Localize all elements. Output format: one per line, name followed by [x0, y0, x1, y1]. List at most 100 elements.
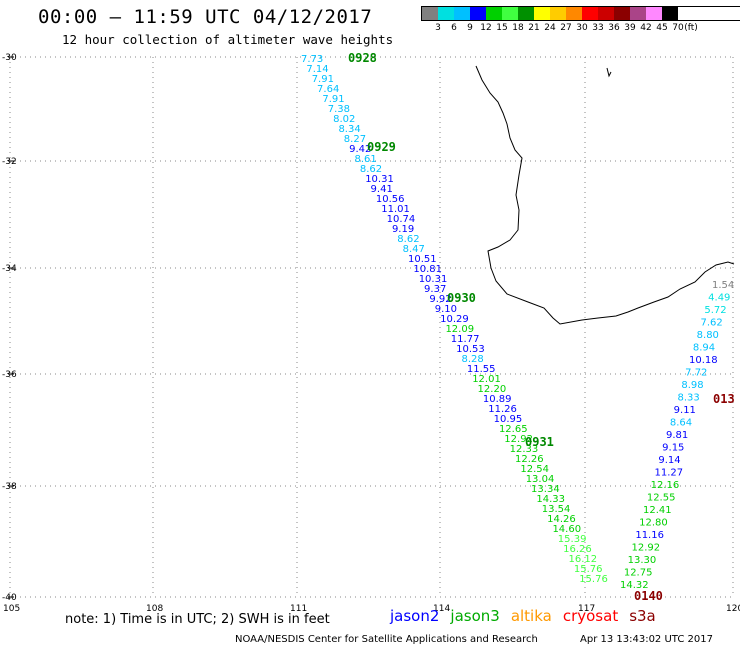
wave-height-measurement: 13.34: [531, 484, 560, 495]
pass-time-label: 0930: [447, 291, 476, 305]
legend-swatch: [646, 7, 662, 20]
wave-height-measurement: 9.92: [429, 294, 451, 305]
wave-height-measurement: 11.27: [655, 468, 684, 479]
satellite-jason2: jason2: [390, 607, 440, 625]
wave-height-measurement: 12.92: [632, 543, 661, 554]
wave-height-measurement: 12.92: [504, 434, 533, 445]
wave-height-measurement: 10.74: [387, 214, 416, 225]
legend-label: 45: [656, 23, 668, 33]
legend-label: 6: [451, 23, 457, 33]
wave-height-measurement: 11.01: [381, 204, 410, 215]
wave-height-measurement: 10.56: [376, 194, 405, 205]
legend-label: 15: [496, 23, 508, 33]
wave-height-measurement: 12.33: [510, 444, 539, 455]
pass-time-label: 013: [713, 392, 735, 406]
legend-label: 30: [576, 23, 588, 33]
wave-height-measurement: 15.76: [574, 564, 603, 575]
wave-height-measurement: 12.80: [639, 518, 668, 529]
latitude-label: -38: [2, 482, 17, 492]
wave-height-measurement: 9.11: [674, 405, 696, 416]
wave-height-measurement: 12.09: [445, 324, 474, 335]
wave-height-measurement: 12.01: [472, 374, 501, 385]
pass-time-label: 0140: [634, 589, 663, 603]
australia-coastline: [475, 65, 735, 325]
wave-height-measurement: 14.26: [547, 514, 576, 525]
wave-height-measurement: 10.29: [440, 314, 469, 325]
australia-southwest-coast: [475, 65, 735, 325]
wave-height-measurement: 9.37: [424, 284, 446, 295]
legend-label: 70: [672, 23, 684, 33]
legend-swatch: [534, 7, 550, 20]
legend-label: 12: [480, 23, 492, 33]
pass-time-label: 0928: [348, 51, 377, 65]
wave-height-measurement: 10.31: [365, 174, 394, 185]
wave-height-measurement: 13.30: [628, 555, 657, 566]
wave-height-measurement: 12.26: [515, 454, 544, 465]
wave-height-measurement: 13.04: [526, 474, 555, 485]
wave-height-measurement: 8.98: [681, 380, 703, 391]
wave-height-measurement: 15.39: [558, 534, 587, 545]
wave-height-measurement: 14.33: [536, 494, 565, 505]
latitude-label: -36: [2, 370, 17, 380]
longitude-label: 111: [290, 604, 307, 614]
legend-label: 42: [640, 23, 652, 33]
wave-height-measurement: 11.55: [467, 364, 496, 375]
note-text: note: 1) Time is in UTC; 2) SWH is in fe…: [65, 612, 330, 627]
wave-height-measurement: 7.64: [317, 84, 339, 95]
wave-height-measurement: 11.26: [488, 404, 517, 415]
generation-timestamp: Apr 13 13:43:02 UTC 2017: [580, 634, 713, 645]
latitude-label: -34: [2, 264, 17, 274]
wave-height-measurement: 8.33: [678, 393, 700, 404]
legend-label: 27: [560, 23, 572, 33]
wave-height-measurement: 8.02: [333, 114, 355, 125]
wave-height-measurement: 16.26: [563, 544, 592, 555]
wave-height-measurement: 7.62: [701, 318, 723, 329]
wave-height-measurement: 14.32: [620, 580, 649, 591]
legend-swatch: [630, 7, 646, 20]
map-grid: [8, 56, 734, 598]
legend-label: 21: [528, 23, 540, 33]
wave-height-measurement: 9.81: [666, 430, 688, 441]
longitude-label: 108: [146, 604, 163, 614]
latitude-label: -30: [2, 53, 17, 63]
wave-height-measurement: 10.18: [689, 355, 718, 366]
legend-swatch: [502, 7, 518, 20]
wave-height-measurement: 4.49: [708, 293, 730, 304]
legend-label: 3: [435, 23, 441, 33]
wave-height-measurement: 7.14: [306, 64, 328, 75]
wave-height-measurement: 8.94: [693, 343, 715, 354]
pass-time-label: 0931: [525, 435, 554, 449]
legend-swatch: [422, 7, 438, 20]
legend-swatch: [582, 7, 598, 20]
longitude-label: 117: [578, 604, 595, 614]
wave-height-measurement: 12.16: [651, 480, 680, 491]
wave-height-measurement: 7.72: [685, 368, 707, 379]
color-legend: 3 6 9 12 15 18 21 24 27 30 33 36 39 42 45 70 (ft): [421, 6, 740, 35]
wave-height-measurement: 16.12: [569, 554, 598, 565]
wave-height-measurement: 7.91: [322, 94, 344, 105]
legend-unit: (ft): [684, 23, 698, 33]
wave-height-measurement: 9.10: [435, 304, 457, 315]
wave-height-measurement: 5.72: [704, 305, 726, 316]
legend-label: 39: [624, 23, 636, 33]
satellite-jason3: jason3: [450, 607, 500, 625]
page-subtitle: 12 hour collection of altimeter wave hei…: [62, 32, 394, 47]
wave-height-measurement: 7.91: [312, 74, 334, 85]
wave-height-measurement: 1.54: [712, 280, 734, 291]
satellite-altika: altika: [510, 607, 552, 625]
wave-height-measurement: 8.62: [360, 164, 382, 175]
wave-height-measurement: 12.75: [624, 568, 653, 579]
wave-height-measurement: 8.62: [397, 234, 419, 245]
wave-height-measurement: 10.53: [456, 344, 485, 355]
wave-height-measurement: 10.31: [419, 274, 448, 285]
wave-height-measurement: 9.15: [662, 443, 684, 454]
legend-label: 33: [592, 23, 604, 33]
wave-height-measurement: 15.76: [579, 574, 608, 585]
legend-swatch: [454, 7, 470, 20]
wave-height-measurement: 11.77: [451, 334, 480, 345]
legend-swatch: [470, 7, 486, 20]
wave-height-measurement: 8.80: [697, 330, 719, 341]
wave-height-measurement: 10.89: [483, 394, 512, 405]
wave-height-measurement: 8.28: [462, 354, 484, 365]
